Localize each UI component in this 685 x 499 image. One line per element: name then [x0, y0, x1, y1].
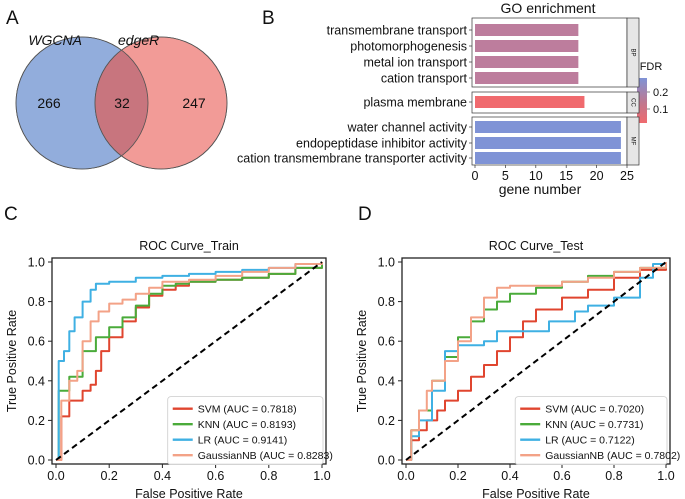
roc-legend-entry: KNN (AUC = 0.7731) [545, 419, 643, 431]
venn-label-edger: edgeR [118, 32, 159, 48]
roc-chance-line [405, 261, 667, 461]
go-facet-strip-label: CC [629, 98, 635, 107]
go-x-tick-label: 20 [590, 169, 604, 183]
go-x-tick-label: 10 [529, 169, 543, 183]
roc-y-tick-label: 0.2 [378, 414, 395, 428]
roc-legend-entry: SVM (AUC = 0.7020) [545, 404, 644, 416]
go-facet-strip-label: BP [629, 48, 635, 56]
panel-label-c: C [4, 204, 18, 225]
roc-x-tick-label: 0.0 [397, 469, 414, 483]
roc-line-lr [406, 262, 667, 461]
venn-count-edger: 247 [182, 95, 206, 111]
panel-label-b: B [262, 8, 275, 29]
venn-count-wgcna: 266 [37, 95, 61, 111]
roc-y-tick-label: 1.0 [378, 256, 395, 270]
roc-y-tick-label: 0.4 [28, 374, 45, 388]
fdr-tick-low: 0.1 [653, 104, 668, 116]
roc-legend-entry: GaussianNB (AUC = 0.8283) [198, 450, 333, 462]
go-x-tick-label: 15 [559, 169, 573, 183]
go-facet-strip [626, 17, 640, 88]
roc-line-gnb [56, 262, 323, 461]
roc-x-tick-label: 0.0 [47, 469, 64, 483]
go-title: GO enrichment [501, 0, 596, 16]
fdr-tick-high: 0.2 [653, 87, 668, 99]
roc-line-svm [406, 262, 667, 461]
roc-ylabel: True Positive Rate [5, 310, 19, 412]
go-term-label: metal ion transport [363, 56, 467, 70]
go-bar [475, 24, 579, 36]
roc-y-tick-label: 0.2 [28, 414, 45, 428]
roc-x-tick-label: 0.6 [553, 469, 570, 483]
roc-line-lr [56, 262, 323, 461]
roc-xlabel: False Positive Rate [135, 487, 243, 499]
roc-legend-entry: KNN (AUC = 0.8193) [198, 419, 296, 431]
venn-diagram: WGCNA edgeR 266 32 247 [15, 32, 228, 170]
go-facet-strip [626, 91, 640, 114]
panel-label-d: D [358, 204, 372, 225]
go-xlabel: gene number [499, 181, 582, 197]
go-facet-strip-label: MF [629, 137, 635, 146]
go-bar [475, 72, 579, 84]
go-term-label: plasma membrane [363, 96, 467, 110]
go-bar [475, 40, 579, 52]
go-x-tick-label: 0 [472, 169, 479, 183]
go-facet-strip [626, 116, 640, 166]
go-term-label: photomorphogenesis [350, 40, 467, 54]
go-term-label: water channel activity [346, 121, 467, 135]
roc-x-tick-label: 1.0 [313, 469, 330, 483]
roc-legend [167, 396, 324, 466]
roc-x-tick-label: 0.2 [101, 469, 118, 483]
roc-xlabel: False Positive Rate [482, 487, 590, 499]
go-term-label: cation transmembrane transporter activit… [237, 152, 468, 166]
roc-chance-line [55, 261, 323, 461]
roc-line-gnb [406, 262, 667, 461]
roc-y-tick-label: 0.4 [378, 374, 395, 388]
venn-overlap [95, 37, 148, 169]
roc-y-tick-label: 0.6 [28, 335, 45, 349]
roc-y-tick-label: 0.0 [378, 454, 395, 468]
roc-x-tick-label: 1.0 [657, 469, 674, 483]
roc-legend-entry: LR (AUC = 0.9141) [198, 435, 288, 447]
roc-legend-entry: SVM (AUC = 0.7818) [198, 404, 297, 416]
roc-ylabel: True Positive Rate [355, 310, 369, 412]
roc-y-tick-label: 0.6 [378, 335, 395, 349]
roc-title: ROC Curve_Train [139, 239, 239, 253]
fdr-colorbar [637, 78, 647, 123]
roc-x-tick-label: 0.4 [154, 469, 171, 483]
go-term-label: endopeptidase inhibitor activity [296, 137, 468, 151]
roc-train-chart: ROC Curve_Train False Positive Rate True P… [5, 239, 333, 499]
roc-x-tick-label: 0.4 [501, 469, 518, 483]
roc-x-tick-label: 0.8 [605, 469, 622, 483]
go-bar [475, 121, 621, 133]
roc-y-tick-label: 0.8 [28, 295, 45, 309]
roc-y-tick-label: 1.0 [28, 256, 45, 270]
roc-x-tick-label: 0.2 [449, 469, 466, 483]
go-bar [475, 152, 621, 164]
fdr-legend-title: FDR [640, 61, 663, 73]
venn-count-intersection: 32 [114, 95, 130, 111]
go-x-tick-label: 5 [502, 169, 509, 183]
roc-x-tick-label: 0.6 [207, 469, 224, 483]
roc-legend-entry: GaussianNB (AUC = 0.7802) [545, 450, 680, 462]
roc-y-tick-label: 0.8 [378, 295, 395, 309]
go-term-label: cation transport [381, 72, 468, 86]
go-enrichment-chart: GO enrichment gene number FDR 0.2 0.1 BP… [237, 0, 668, 197]
go-bar [475, 96, 585, 108]
venn-label-wgcna: WGCNA [28, 32, 82, 48]
roc-legend-entry: LR (AUC = 0.7122) [545, 435, 635, 447]
panel-label-a: A [6, 8, 19, 29]
go-term-label: transmembrane transport [327, 24, 468, 38]
roc-test-chart: ROC Curve_Test False Positive Rate True Po… [355, 239, 680, 499]
roc-title: ROC Curve_Test [489, 239, 584, 253]
roc-x-tick-label: 0.8 [260, 469, 277, 483]
go-bar [475, 137, 621, 149]
roc-y-tick-label: 0.0 [28, 454, 45, 468]
go-x-tick-label: 25 [620, 169, 634, 183]
roc-legend [514, 396, 668, 466]
go-bar [475, 56, 579, 68]
